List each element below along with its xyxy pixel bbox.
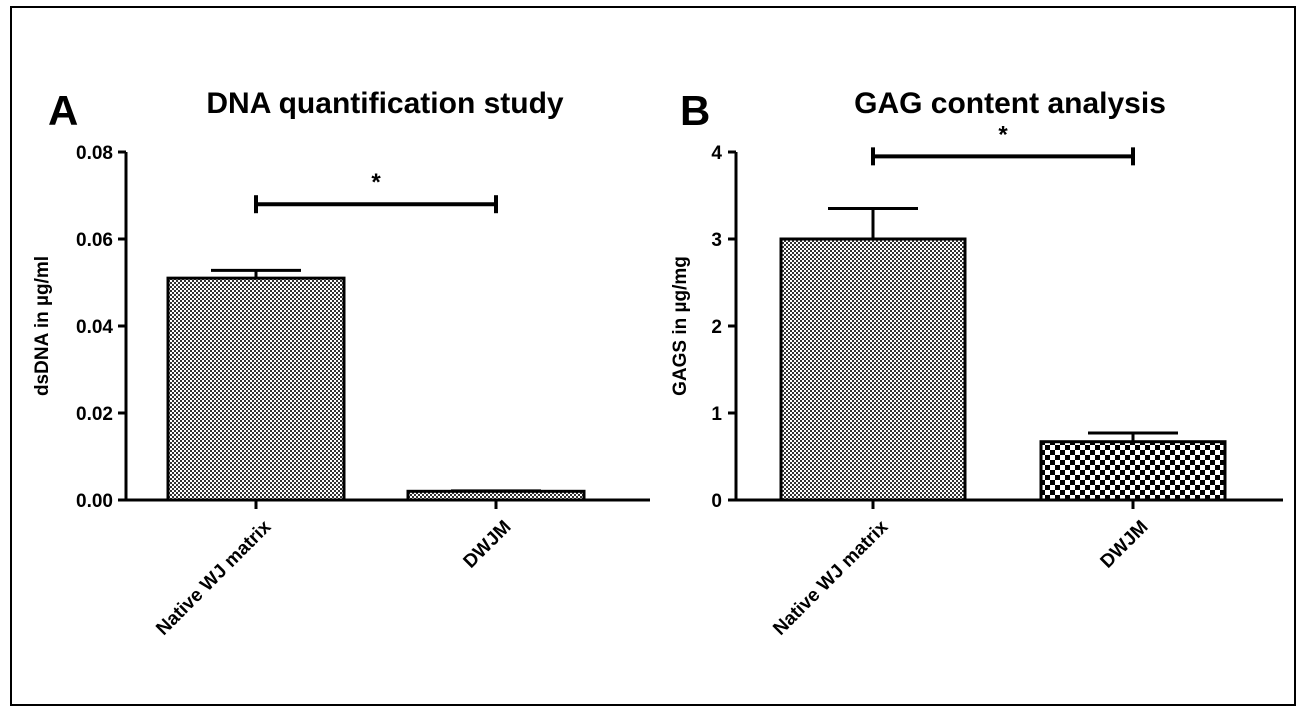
panel-letter: B <box>680 87 710 134</box>
y-tick-label: 4 <box>711 143 722 164</box>
y-tick-label: 3 <box>711 230 722 251</box>
chart-panel-b: B GAG content analysis GAGS in µg/mg 0 1 2 3 4 N… <box>670 87 1283 640</box>
y-tick-label: 2 <box>711 317 722 338</box>
panel-letter: A <box>48 87 78 134</box>
bar <box>1039 440 1227 502</box>
y-tick-label: 0.00 <box>76 491 113 512</box>
bar <box>406 489 586 502</box>
figure-frame <box>10 6 1296 706</box>
chart-panel-a: A DNA quantification study dsDNA in µg/ml 0… <box>32 87 650 640</box>
bar <box>166 276 346 502</box>
y-tick-label: 0.02 <box>76 404 113 425</box>
y-tick-label: 1 <box>711 404 722 425</box>
x-category-label: DWJM <box>1097 517 1153 573</box>
y-axis-label: dsDNA in µg/ml <box>32 256 53 396</box>
chart-title: DNA quantification study <box>206 87 564 120</box>
y-tick-label: 0.04 <box>76 317 113 338</box>
x-category-label: DWJM <box>460 517 516 573</box>
x-category-label: Native WJ matrix <box>152 516 275 639</box>
y-tick-label: 0.08 <box>76 143 113 164</box>
y-axis-label: GAGS in µg/mg <box>670 256 691 396</box>
significance-marker: * <box>371 169 381 196</box>
x-category-label: Native WJ matrix <box>769 516 892 639</box>
chart-title: GAG content analysis <box>854 87 1166 120</box>
significance-marker: * <box>998 121 1008 148</box>
y-tick-label: 0.06 <box>76 230 113 251</box>
y-tick-label: 0 <box>711 491 722 512</box>
bar <box>779 237 967 502</box>
